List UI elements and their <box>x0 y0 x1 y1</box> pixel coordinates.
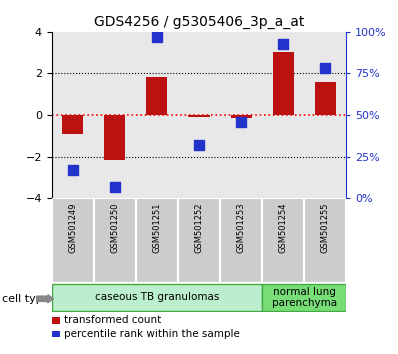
Bar <box>52 284 262 311</box>
Point <box>196 142 202 148</box>
Bar <box>62 115 83 134</box>
Bar <box>262 198 304 283</box>
Text: GSM501251: GSM501251 <box>152 202 162 253</box>
Bar <box>273 52 294 115</box>
Text: GSM501250: GSM501250 <box>110 202 119 253</box>
Point <box>280 41 286 46</box>
Bar <box>315 82 336 115</box>
Bar <box>94 198 136 283</box>
Bar <box>136 198 178 283</box>
Text: GSM501254: GSM501254 <box>279 202 288 253</box>
Text: GSM501255: GSM501255 <box>321 202 330 253</box>
Bar <box>104 115 125 160</box>
Point <box>322 65 328 71</box>
Bar <box>52 198 94 283</box>
Text: GSM501249: GSM501249 <box>68 202 77 253</box>
Text: transformed count: transformed count <box>64 315 161 325</box>
Text: caseous TB granulomas: caseous TB granulomas <box>95 292 219 302</box>
Point <box>154 34 160 40</box>
Bar <box>178 198 220 283</box>
Point <box>238 119 244 125</box>
Text: GSM501253: GSM501253 <box>236 202 246 253</box>
Point <box>70 167 76 173</box>
Text: GSM501252: GSM501252 <box>195 202 203 253</box>
Text: cell type: cell type <box>2 294 50 304</box>
Bar <box>304 198 346 283</box>
Bar <box>146 76 168 115</box>
Bar <box>262 284 346 311</box>
Text: percentile rank within the sample: percentile rank within the sample <box>64 329 240 339</box>
Title: GDS4256 / g5305406_3p_a_at: GDS4256 / g5305406_3p_a_at <box>94 16 304 29</box>
Text: normal lung
parenchyma: normal lung parenchyma <box>271 286 337 308</box>
Bar <box>189 115 209 117</box>
Bar <box>230 115 252 118</box>
Point <box>112 184 118 189</box>
Bar <box>220 198 262 283</box>
